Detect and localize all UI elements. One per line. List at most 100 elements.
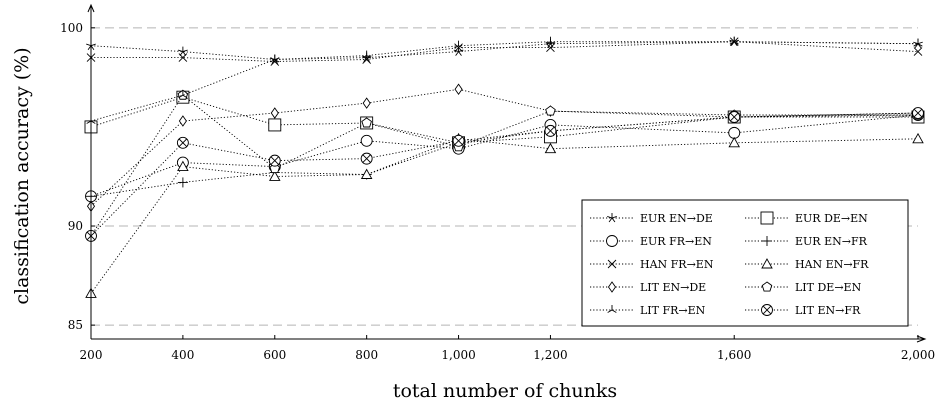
data-point-marker [729, 36, 739, 45]
series [86, 37, 923, 66]
legend-item: HAN EN→FR [745, 258, 869, 271]
data-point-marker [270, 57, 280, 66]
data-point-marker [546, 43, 555, 52]
legend-label: HAN FR→EN [640, 258, 714, 271]
legend-item: HAN FR→EN [590, 258, 714, 271]
axes [87, 3, 927, 343]
data-point-marker [912, 132, 924, 144]
series-line [90, 41, 919, 60]
data-point-marker [362, 97, 371, 109]
series-line [90, 88, 919, 207]
data-point-marker [269, 170, 281, 181]
legend-item: LIT EN→FR [745, 304, 861, 317]
series [86, 36, 923, 124]
y-tick-label: 100 [60, 21, 83, 35]
x-tick-label: 1,000 [441, 348, 475, 362]
data-point-marker [728, 126, 741, 139]
x-axis-title: total number of chunks [393, 380, 617, 402]
data-point-marker [544, 142, 557, 154]
x-tick-label: 400 [171, 348, 194, 362]
legend-label: EUR EN→FR [795, 235, 868, 248]
series [85, 109, 924, 203]
x-tick-label: 2,000 [901, 348, 935, 362]
legend-label: LIT FR→EN [640, 304, 706, 317]
legend-item: LIT DE→EN [745, 281, 862, 294]
legend-item: EUR EN→DE [590, 212, 713, 225]
legend-label: EUR FR→EN [640, 235, 712, 248]
data-point-marker [762, 236, 772, 246]
data-point-marker [177, 160, 189, 172]
legend-item: LIT FR→EN [590, 304, 706, 317]
data-point-marker [270, 107, 279, 119]
x-tick-label: 600 [263, 348, 286, 362]
data-point-marker [728, 111, 741, 123]
data-point-marker [761, 304, 773, 316]
legend: EUR EN→DE EUR DE→EN EUR FR→EN EUR EN→FR HAN … [581, 199, 909, 327]
x-tick-label: 1,600 [717, 348, 751, 362]
data-point-marker [607, 281, 617, 293]
series-line [90, 114, 919, 197]
data-point-marker [728, 136, 740, 148]
legend-label: LIT EN→DE [640, 281, 706, 294]
data-point-marker [360, 134, 373, 147]
y-axis-arrow [87, 3, 95, 13]
legend-label: EUR DE→EN [795, 212, 868, 225]
data-point-marker [360, 168, 373, 179]
data-point-marker [270, 54, 280, 63]
data-point-marker [760, 211, 774, 225]
series [86, 110, 923, 202]
series-line [91, 41, 919, 62]
data-point-marker [913, 38, 923, 47]
x-tick-label: 1,200 [533, 348, 567, 362]
tick-labels: 200 400 600 800 1,000 1,200 1,600 2,000 85 90 100 [60, 21, 935, 362]
data-point-marker [362, 50, 372, 59]
data-point-marker [912, 107, 924, 119]
data-point-marker [360, 152, 373, 165]
data-point-marker [545, 36, 555, 45]
data-point-marker [761, 258, 773, 269]
data-point-marker [607, 305, 617, 313]
data-point-marker [452, 134, 465, 147]
legend-label: HAN EN→FR [795, 258, 869, 271]
legend-label: LIT DE→EN [795, 281, 862, 294]
data-point-marker [361, 117, 372, 128]
series [84, 90, 925, 150]
series-line [90, 114, 919, 197]
data-point-marker [454, 83, 463, 96]
data-point-marker [268, 118, 282, 132]
y-tick-label: 85 [68, 318, 83, 332]
series [86, 83, 923, 212]
legend-item: EUR EN→FR [745, 235, 868, 248]
data-point-marker [606, 235, 618, 247]
legend-item: EUR DE→EN [745, 211, 868, 225]
data-point-marker [176, 136, 189, 149]
series-line [90, 94, 918, 237]
data-point-marker [913, 47, 923, 56]
data-point-marker [268, 154, 281, 167]
data-point-marker [607, 213, 617, 223]
x-tick-label: 200 [80, 348, 103, 362]
y-tick-label: 90 [68, 219, 83, 233]
data-point-marker [454, 40, 464, 49]
legend-label: LIT EN→FR [795, 304, 861, 317]
legend-item: EUR FR→EN [590, 235, 712, 248]
data-point-marker [544, 124, 557, 137]
data-point-marker [545, 105, 556, 116]
y-axis-title: classification accuracy (%) [11, 47, 33, 304]
x-tick-label: 800 [355, 348, 378, 362]
data-point-marker [178, 90, 188, 99]
data-point-marker [177, 177, 188, 188]
data-point-marker [178, 115, 187, 127]
legend-item: LIT EN→DE [590, 281, 706, 294]
series [86, 36, 923, 64]
x-axis-arrow [916, 335, 927, 343]
data-point-marker [761, 281, 773, 292]
series-line [90, 41, 919, 122]
series [85, 107, 924, 242]
legend-label: EUR EN→DE [640, 212, 713, 225]
data-point-marker [607, 259, 617, 269]
series-line [90, 96, 918, 144]
series-line [90, 138, 919, 294]
data-point-marker [178, 53, 188, 62]
